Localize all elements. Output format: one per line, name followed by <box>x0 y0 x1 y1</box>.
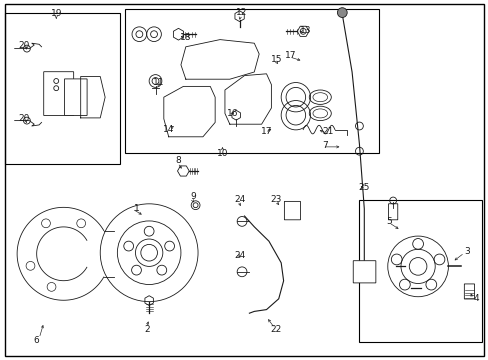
Polygon shape <box>81 77 105 118</box>
Text: 5: 5 <box>385 217 391 226</box>
FancyBboxPatch shape <box>64 79 87 116</box>
FancyBboxPatch shape <box>388 204 397 220</box>
Text: 17: 17 <box>260 127 272 136</box>
Text: 4: 4 <box>473 294 479 303</box>
Text: 19: 19 <box>50 9 62 18</box>
Text: 1: 1 <box>134 204 140 213</box>
Text: 23: 23 <box>270 195 282 204</box>
Text: 14: 14 <box>163 125 174 134</box>
Text: 24: 24 <box>233 195 245 204</box>
Text: 10: 10 <box>216 149 228 158</box>
Text: 7: 7 <box>322 141 327 150</box>
Text: 13: 13 <box>299 26 311 35</box>
Polygon shape <box>224 74 271 124</box>
Text: 20: 20 <box>19 40 30 49</box>
Text: 9: 9 <box>190 192 196 201</box>
Text: 12: 12 <box>236 8 247 17</box>
Text: 15: 15 <box>270 55 282 64</box>
Text: 21: 21 <box>321 127 333 136</box>
Text: 17: 17 <box>285 51 296 60</box>
Text: 24: 24 <box>233 251 245 260</box>
FancyBboxPatch shape <box>464 284 473 299</box>
Text: 16: 16 <box>226 109 238 118</box>
FancyBboxPatch shape <box>352 261 375 283</box>
Text: 2: 2 <box>143 325 149 334</box>
Bar <box>359 200 481 342</box>
Text: 20: 20 <box>19 114 30 123</box>
Text: 8: 8 <box>175 156 181 165</box>
Polygon shape <box>181 40 259 79</box>
Circle shape <box>337 8 346 18</box>
Text: 6: 6 <box>34 336 40 345</box>
FancyBboxPatch shape <box>43 72 74 116</box>
Text: 25: 25 <box>358 183 369 192</box>
Bar <box>124 9 378 153</box>
Text: 22: 22 <box>270 325 282 334</box>
Text: 11: 11 <box>153 78 164 87</box>
FancyBboxPatch shape <box>284 201 300 220</box>
Polygon shape <box>163 86 215 137</box>
Text: 18: 18 <box>180 33 191 42</box>
Text: 3: 3 <box>463 248 469 256</box>
Bar <box>5 13 120 164</box>
